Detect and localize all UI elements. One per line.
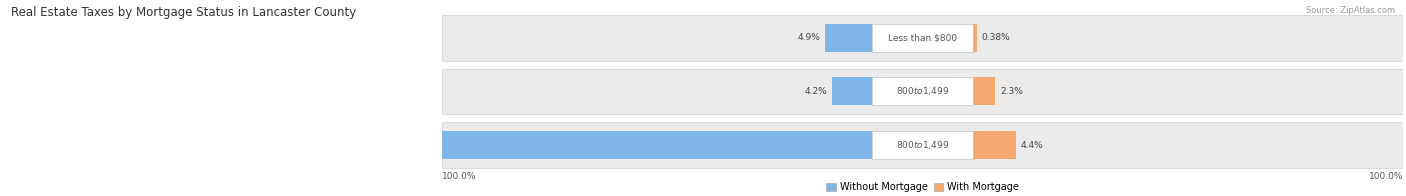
Text: 86.1%: 86.1% <box>55 141 83 150</box>
Bar <box>973 131 1015 159</box>
Legend: Without Mortgage, With Mortgage: Without Mortgage, With Mortgage <box>823 179 1024 196</box>
Text: 100.0%: 100.0% <box>443 172 477 181</box>
Text: $800 to $1,499: $800 to $1,499 <box>896 85 949 97</box>
Text: 2.3%: 2.3% <box>1000 87 1024 96</box>
Text: Source: ZipAtlas.com: Source: ZipAtlas.com <box>1306 6 1395 15</box>
Bar <box>872 24 973 52</box>
Text: 4.9%: 4.9% <box>797 33 821 42</box>
Bar <box>832 77 872 105</box>
Text: 0.38%: 0.38% <box>981 33 1011 42</box>
Text: Real Estate Taxes by Mortgage Status in Lancaster County: Real Estate Taxes by Mortgage Status in … <box>11 6 357 19</box>
Bar <box>973 24 977 52</box>
Bar <box>825 24 872 52</box>
Bar <box>45 131 872 159</box>
Text: $800 to $1,499: $800 to $1,499 <box>896 139 949 151</box>
Bar <box>443 69 1403 114</box>
Bar <box>443 15 1403 61</box>
Bar <box>973 77 995 105</box>
Text: 4.2%: 4.2% <box>804 87 827 96</box>
Text: Less than $800: Less than $800 <box>889 33 957 42</box>
Text: 4.4%: 4.4% <box>1021 141 1043 150</box>
Bar <box>443 122 1403 168</box>
Bar <box>872 131 973 159</box>
Text: 100.0%: 100.0% <box>1368 172 1403 181</box>
Bar <box>872 77 973 105</box>
